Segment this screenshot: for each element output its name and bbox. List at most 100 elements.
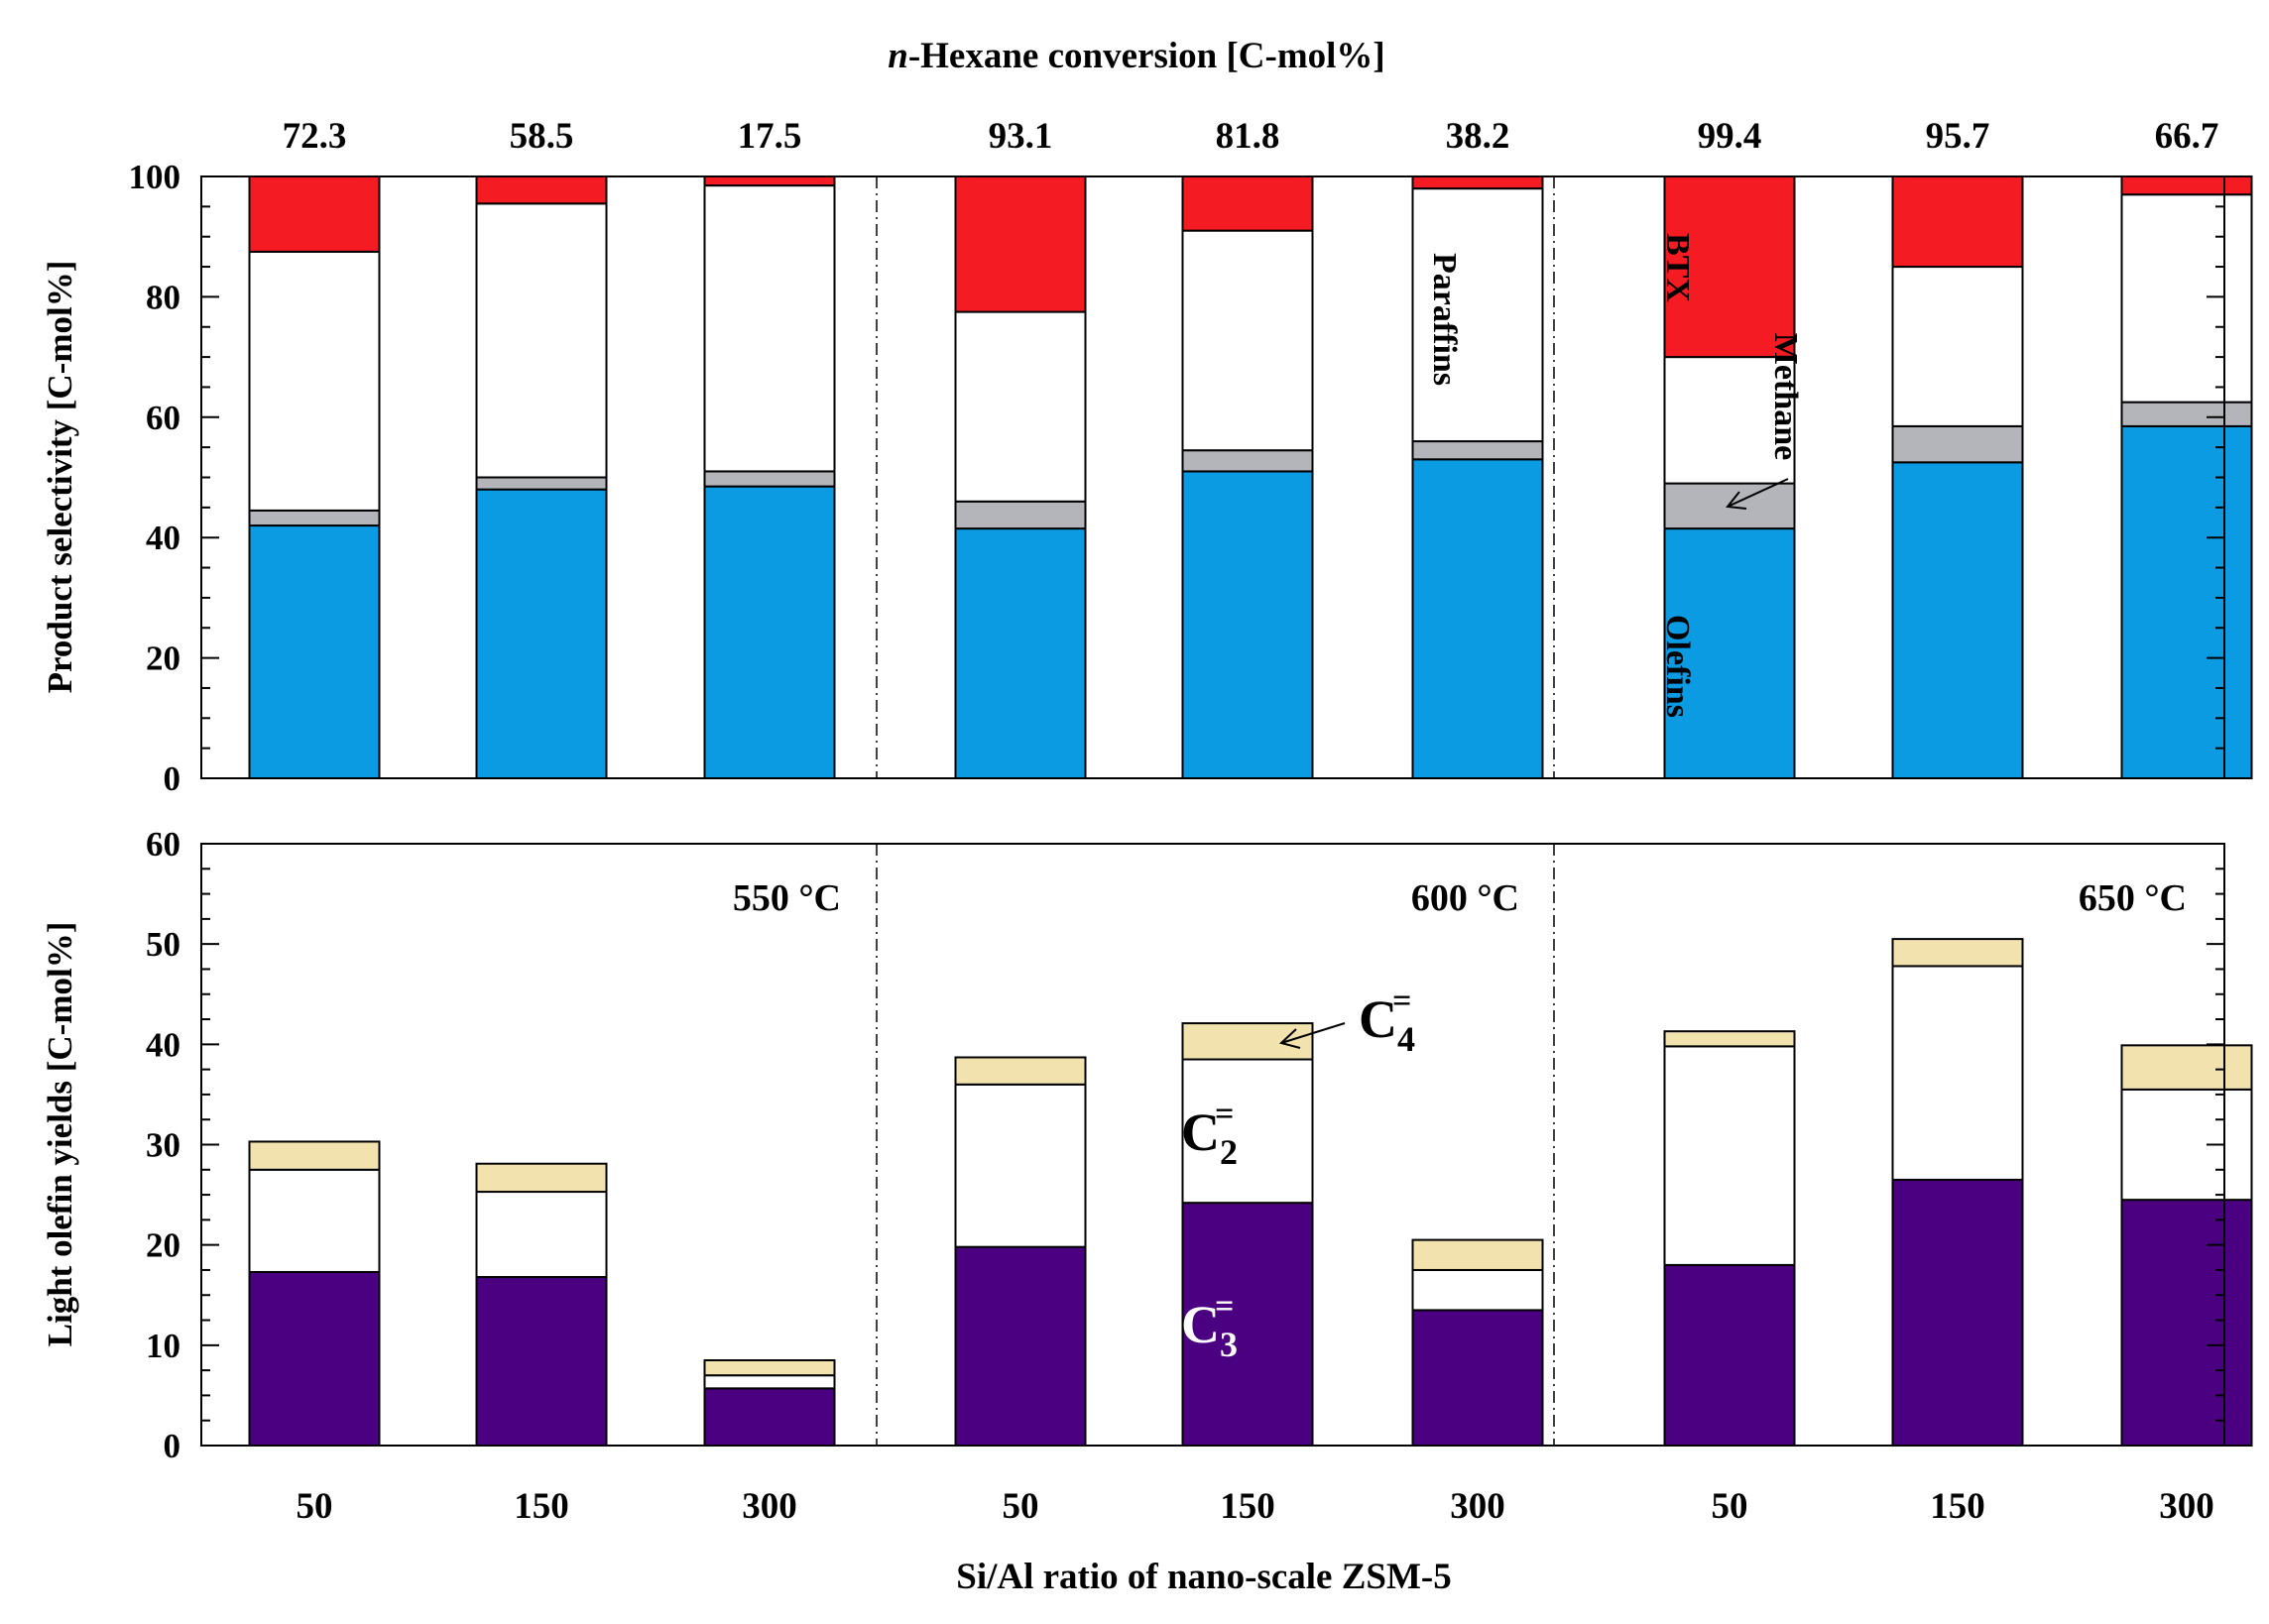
methane-arrow: [1726, 478, 1789, 510]
bottom-y-tick-label: 30: [146, 1126, 180, 1165]
paraffins-annotation: Paraffins: [1426, 253, 1463, 386]
bottom-bar-6-c4: [1411, 1238, 1544, 1271]
top-bar-8-olefins: [1891, 461, 2024, 779]
top-bar-9-paraffins: [2120, 193, 2253, 404]
c4-superscript: =: [1392, 983, 1411, 1019]
top-chart-title: n-Hexane conversion [C-mol%]: [888, 36, 1385, 76]
group-label-650: 650 °C: [2079, 877, 2187, 919]
top-bars: [248, 175, 2253, 779]
top-bar-4-methane: [954, 500, 1087, 530]
top-bar-1-olefins: [248, 524, 381, 779]
top-bar-9-methane: [2120, 401, 2253, 427]
c4-annotation: C4: [1359, 989, 1415, 1059]
bottom-y-axis-label: Light olefin yields [C-mol%]: [41, 922, 79, 1347]
top-bar-1-methane: [248, 509, 381, 527]
bottom-bar-8-c2: [1891, 965, 2024, 1181]
bottom-bar-3-c4: [703, 1359, 836, 1377]
top-bar-9-btx: [2120, 175, 2253, 196]
top-chart-title-italic: n: [888, 36, 908, 76]
top-panel: 0 20 40 60 80 100 Product selectivity [C-mol%…: [41, 158, 2253, 798]
top-bar-7-btx: [1663, 175, 1796, 359]
top-bar-6-paraffins: [1411, 187, 1544, 443]
bottom-panel: 0 10 20 30 40 50 60 50 150 300 50 150 300 50 150 300 Li…: [41, 825, 2253, 1597]
top-bar-4-olefins: [954, 527, 1087, 779]
bottom-bar-2-c4: [475, 1162, 608, 1194]
bottom-y-tick-label: 20: [146, 1226, 180, 1265]
c3-subscript: 3: [1220, 1325, 1238, 1364]
bottom-bar-4-c4: [954, 1056, 1087, 1086]
top-bar-8-paraffins: [1891, 266, 2024, 427]
conversion-label: 38.2: [1446, 116, 1510, 157]
top-bar-6-methane: [1411, 440, 1544, 461]
bottom-bar-4-c3: [954, 1245, 1087, 1447]
top-y-tick-label: 0: [164, 759, 181, 798]
bottom-bars: [248, 938, 2253, 1448]
x-tick-label: 300: [2159, 1486, 2214, 1527]
top-bar-8-methane: [1891, 424, 2024, 464]
c2-subscript: 2: [1220, 1132, 1238, 1172]
x-tick-label: 50: [297, 1486, 333, 1527]
x-tick-label: 150: [1930, 1486, 1985, 1527]
conversion-label: 93.1: [989, 116, 1053, 157]
bottom-bar-5-c2: [1181, 1058, 1314, 1205]
x-tick-label: 50: [1712, 1486, 1748, 1527]
conversion-label: 81.8: [1216, 116, 1280, 157]
bottom-bar-8-c4: [1891, 938, 2024, 968]
x-axis-label: Si/Al ratio of nano-scale ZSM-5: [956, 1557, 1451, 1597]
top-y-tick-label: 100: [129, 158, 181, 196]
top-bar-2-btx: [475, 175, 608, 205]
group-label-550: 550 °C: [733, 877, 841, 919]
bottom-bar-3-c2: [703, 1374, 836, 1390]
btx-annotation: BTX: [1659, 233, 1696, 302]
top-axes: 0 20 40 60 80 100: [129, 158, 2224, 798]
bottom-bar-6-c2: [1411, 1268, 1544, 1312]
top-bar-7-paraffins: [1663, 356, 1796, 485]
top-bar-5-methane: [1181, 449, 1314, 473]
top-bar-2-paraffins: [475, 202, 608, 479]
bottom-bar-5-c3: [1181, 1202, 1314, 1447]
x-tick-label: 150: [1220, 1486, 1275, 1527]
top-bar-2-methane: [475, 476, 608, 491]
c4-subscript: 4: [1397, 1019, 1415, 1059]
top-bar-3-olefins: [703, 485, 836, 779]
c4-base: C: [1359, 989, 1397, 1049]
x-tick-label: 150: [514, 1486, 569, 1527]
top-bar-1-paraffins: [248, 250, 381, 512]
bottom-bar-7-c4: [1663, 1030, 1796, 1048]
bottom-bar-1-c2: [248, 1168, 381, 1273]
bottom-y-tick-label: 0: [164, 1427, 181, 1465]
conversion-label: 99.4: [1698, 116, 1762, 157]
c3-superscript: =: [1215, 1288, 1234, 1325]
top-plot-frame: [200, 175, 2225, 779]
c2-superscript: =: [1215, 1096, 1234, 1132]
bottom-bar-7-c2: [1663, 1045, 1796, 1266]
top-bar-9-olefins: [2120, 424, 2253, 779]
x-tick-label: 300: [742, 1486, 797, 1527]
top-bar-2-olefins: [475, 488, 608, 779]
bottom-bar-6-c3: [1411, 1309, 1544, 1448]
conversion-label: 95.7: [1926, 116, 1990, 157]
conversion-labels: 72.3 58.5 17.5 93.1 81.8 38.2 99.4 95.7 66.7: [283, 116, 2219, 157]
conversion-label: 17.5: [738, 116, 802, 157]
conversion-label: 58.5: [510, 116, 574, 157]
bottom-plot-frame: [200, 843, 2225, 1447]
top-bar-7-olefins: [1663, 527, 1796, 779]
top-bar-3-btx: [703, 175, 836, 187]
top-y-tick-label: 80: [146, 278, 180, 316]
conversion-label: 66.7: [2155, 116, 2219, 157]
bottom-axes: 0 10 20 30 40 50 60 50 150 300 50 150 300 50 150 300: [146, 825, 2224, 1527]
top-y-tick-label: 20: [146, 639, 180, 678]
x-tick-label: 50: [1003, 1486, 1039, 1527]
bottom-bar-9-c3: [2120, 1199, 2253, 1448]
bottom-bar-1-c3: [248, 1270, 381, 1448]
top-bar-6-btx: [1411, 175, 1544, 190]
bottom-bar-2-c3: [475, 1276, 608, 1448]
bottom-bar-5-c4: [1181, 1022, 1314, 1061]
x-tick-label: 300: [1450, 1486, 1505, 1527]
c4-arrow: [1278, 1022, 1346, 1049]
bottom-bar-3-c3: [703, 1387, 836, 1447]
c2-base: C: [1181, 1102, 1220, 1162]
top-chart-title-rest: -Hexane conversion [C-mol%]: [908, 36, 1385, 76]
top-bar-8-btx: [1891, 175, 2024, 269]
